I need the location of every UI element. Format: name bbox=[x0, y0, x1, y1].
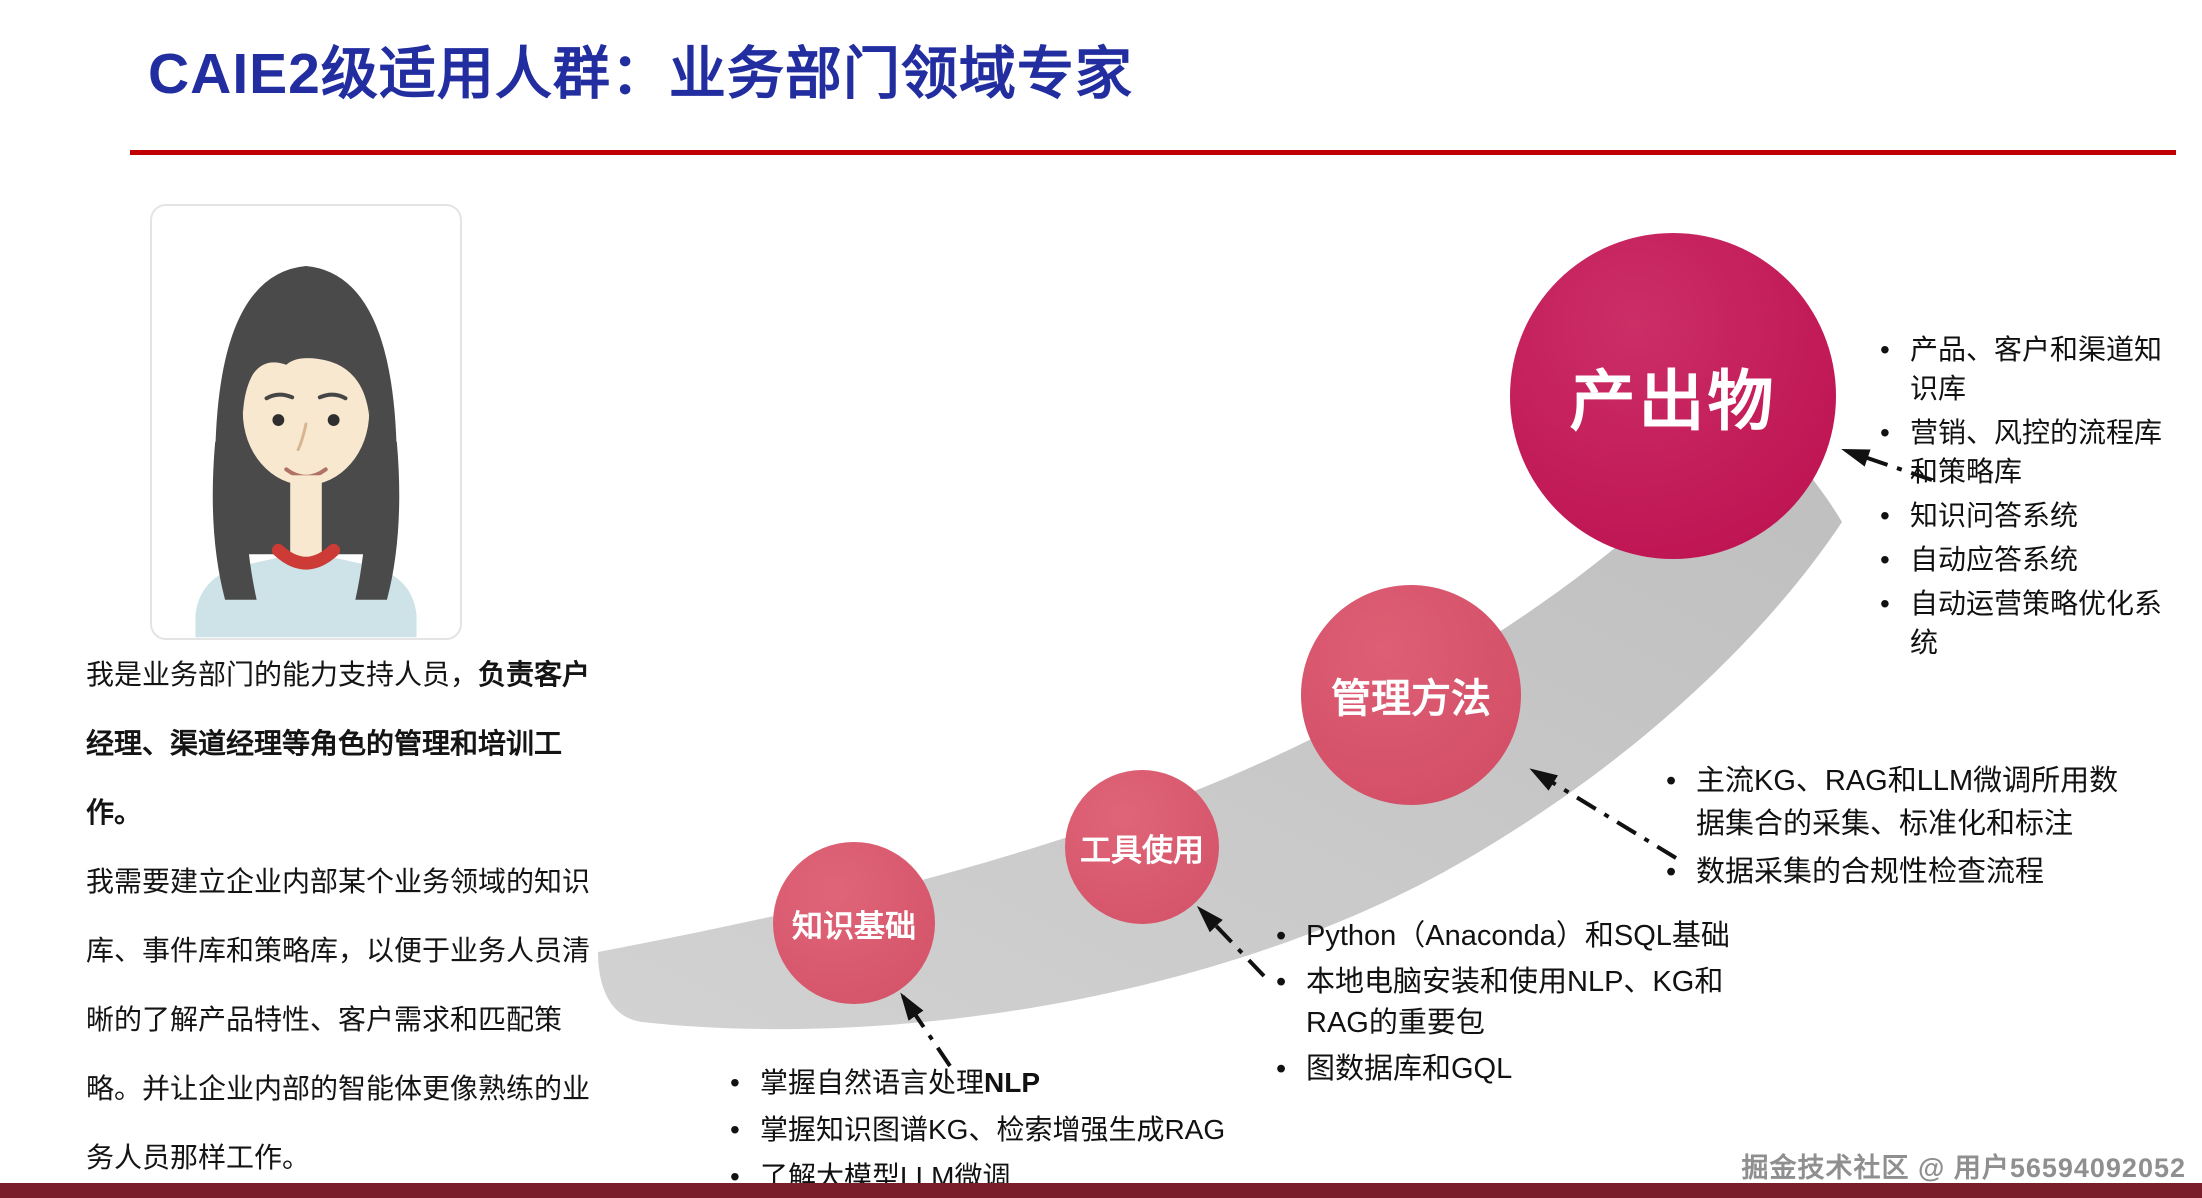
avatar bbox=[150, 204, 462, 640]
list-item: 掌握知识图谱KG、检索增强生成RAG bbox=[726, 1109, 1326, 1151]
list-item: 掌握自然语言处理NLP bbox=[726, 1062, 1326, 1104]
avatar-necklace bbox=[271, 543, 341, 570]
stage-circle-management: 管理方法 bbox=[1301, 585, 1521, 805]
stage-circle-outputs: 产出物 bbox=[1510, 233, 1836, 559]
list-item: 营销、风控的流程库和策略库 bbox=[1876, 413, 2181, 491]
avatar-neck bbox=[290, 475, 322, 559]
list-item: 知识问答系统 bbox=[1876, 496, 2181, 535]
avatar-face bbox=[242, 339, 370, 486]
avatar-hair-strand-left bbox=[212, 441, 257, 600]
arrow-tools bbox=[1196, 905, 1266, 978]
persona-paragraph-1: 我是业务部门的能力支持人员，负责客户经理、渠道经理等角色的管理和培训工作。 bbox=[86, 640, 594, 847]
watermark: 掘金技术社区 @ 用户56594092052 bbox=[1741, 1153, 2186, 1183]
avatar-bangs bbox=[242, 327, 370, 417]
persona-text: 我是业务部门的能力支持人员，负责客户经理、渠道经理等角色的管理和培训工作。 我需… bbox=[86, 640, 594, 1192]
title-underline bbox=[130, 150, 2176, 155]
arrow-management bbox=[1529, 768, 1678, 860]
list-item: 主流KG、RAG和LLM微调所用数据集合的采集、标准化和标注 bbox=[1662, 760, 2142, 846]
avatar-illustration bbox=[195, 266, 417, 638]
list-item: 自动运营策略优化系统 bbox=[1876, 584, 2181, 662]
knowledge-bullet-list: 掌握自然语言处理NLP 掌握知识图谱KG、检索增强生成RAG 了解大模型LLM微… bbox=[726, 1062, 1326, 1198]
tools-bullet-list: Python（Anaconda）和SQL基础 本地电脑安装和使用NLP、KG和R… bbox=[1272, 916, 1758, 1095]
persona-p1-bold: 负责客户经理、渠道经理等角色的管理和培训工作。 bbox=[86, 659, 591, 828]
list-item: 本地电脑安装和使用NLP、KG和RAG的重要包 bbox=[1272, 962, 1758, 1044]
avatar-nose bbox=[296, 422, 308, 452]
outputs-bullet-list: 产品、客户和渠道知识库 营销、风控的流程库和策略库 知识问答系统 自动应答系统 … bbox=[1876, 330, 2181, 667]
footer-bar bbox=[0, 1183, 2202, 1198]
avatar-eye-right bbox=[327, 414, 340, 426]
list-item: Python（Anaconda）和SQL基础 bbox=[1272, 916, 1758, 957]
list-item: 数据采集的合规性检查流程 bbox=[1662, 851, 2142, 894]
management-bullet-list: 主流KG、RAG和LLM微调所用数据集合的采集、标准化和标注 数据采集的合规性检… bbox=[1662, 760, 2142, 899]
arrow-knowledge bbox=[900, 992, 952, 1068]
avatar-brow-right bbox=[317, 392, 348, 401]
list-item: 自动应答系统 bbox=[1876, 540, 2181, 579]
list-item-text: 掌握自然语言处理 bbox=[760, 1067, 985, 1098]
list-item: 产品、客户和渠道知识库 bbox=[1876, 330, 2181, 408]
persona-p1-normal: 我是业务部门的能力支持人员， bbox=[86, 659, 479, 690]
persona-paragraph-2: 我需要建立企业内部某个业务领域的知识库、事件库和策略库，以便于业务人员清晰的了解… bbox=[86, 866, 591, 1173]
avatar-brow-left bbox=[264, 392, 295, 401]
avatar-eye-left bbox=[272, 414, 285, 426]
stage-circle-knowledge: 知识基础 bbox=[773, 842, 935, 1004]
list-item: 图数据库和GQL bbox=[1272, 1049, 1758, 1090]
list-item-text-bold: NLP bbox=[984, 1067, 1041, 1098]
stage-circle-tools: 工具使用 bbox=[1065, 770, 1219, 924]
page-title: CAIE2级适用人群：业务部门领域专家 bbox=[148, 42, 1133, 106]
avatar-hair-strand-right bbox=[355, 441, 400, 600]
